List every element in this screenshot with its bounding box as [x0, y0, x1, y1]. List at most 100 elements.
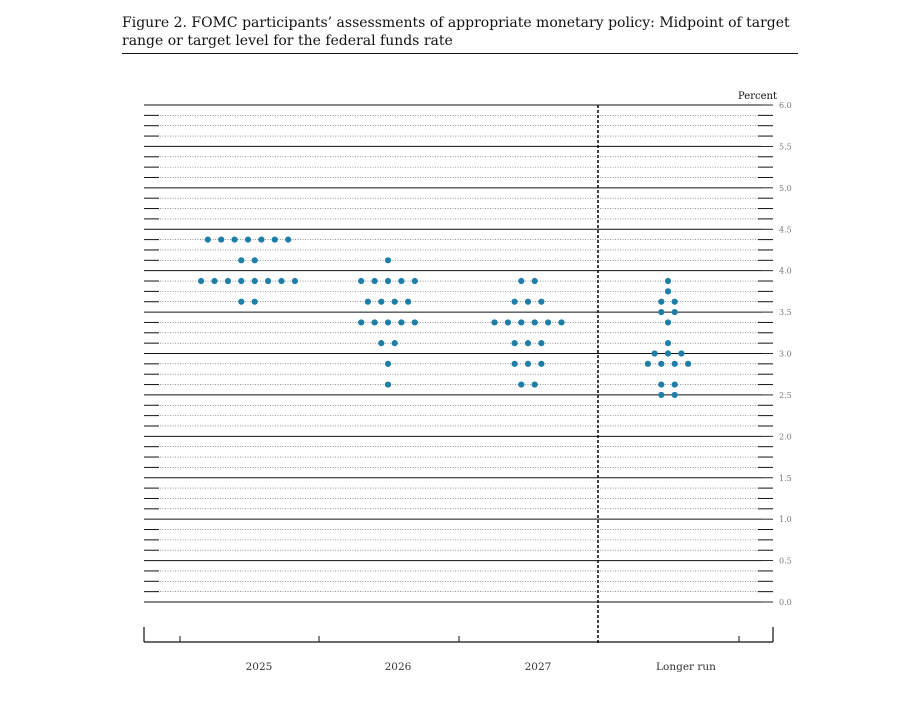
- participant-dot: [251, 298, 258, 305]
- participant-dot: [658, 298, 665, 305]
- participant-dot: [211, 277, 218, 285]
- y-tick-label: 2.5: [779, 391, 792, 400]
- participant-dot: [538, 340, 545, 347]
- participant-dot: [531, 319, 538, 326]
- participant-dot: [664, 319, 672, 326]
- y-tick-label: 0.5: [779, 557, 792, 566]
- participant-dot: [538, 298, 545, 305]
- participant-dot: [291, 277, 298, 285]
- participant-dot: [411, 277, 418, 285]
- y-tick-label: 5.5: [779, 142, 792, 151]
- participant-dot: [364, 298, 371, 305]
- participant-dot: [504, 319, 511, 326]
- participant-dot: [265, 277, 272, 285]
- participant-dot: [531, 381, 538, 388]
- participant-dot: [244, 236, 252, 243]
- participant-dot: [524, 360, 532, 367]
- participant-dot: [398, 319, 405, 326]
- participant-dot: [378, 298, 385, 305]
- participant-dot: [518, 381, 525, 388]
- y-tick-label: 2.0: [779, 432, 792, 441]
- participant-dot: [251, 257, 258, 264]
- participant-dot: [371, 319, 378, 326]
- participant-dot: [658, 391, 665, 399]
- participant-dot: [511, 298, 518, 305]
- participant-dot: [271, 236, 278, 243]
- participant-dot: [384, 277, 392, 285]
- participant-dot: [671, 360, 678, 367]
- participant-dot: [285, 236, 292, 243]
- y-tick-label: 1.5: [779, 474, 792, 483]
- participant-dot: [384, 381, 392, 388]
- y-tick-label: 5.0: [779, 184, 792, 193]
- participant-dot: [518, 277, 525, 285]
- y-tick-label: 3.0: [779, 350, 792, 359]
- participant-dot: [518, 319, 525, 326]
- y-tick-label: 3.5: [779, 308, 792, 317]
- participant-dot: [238, 277, 245, 285]
- x-category-label: 2026: [385, 661, 412, 673]
- dots-layer: [198, 236, 692, 399]
- participant-dot: [671, 298, 678, 305]
- participant-dot: [384, 360, 392, 367]
- y-tick-label: 0.0: [779, 598, 792, 607]
- participant-dot: [511, 340, 518, 347]
- participant-dot: [258, 236, 265, 243]
- participant-dot: [664, 340, 672, 347]
- y-tick-label: 4.0: [779, 267, 792, 276]
- participant-dot: [685, 360, 692, 367]
- participant-dot: [384, 319, 392, 326]
- participant-dot: [651, 350, 658, 357]
- participant-dot: [224, 277, 231, 285]
- participant-dot: [391, 298, 398, 305]
- participant-dot: [278, 277, 285, 285]
- participant-dot: [491, 319, 498, 326]
- participant-dot: [658, 360, 665, 367]
- participant-dot: [398, 277, 405, 285]
- participant-dot: [664, 350, 672, 357]
- participant-dot: [238, 257, 245, 264]
- participant-dot: [218, 236, 225, 243]
- participant-dot: [198, 277, 205, 285]
- participant-dot: [405, 298, 412, 305]
- participant-dot: [671, 308, 678, 316]
- participant-dot: [251, 277, 258, 285]
- participant-dot: [658, 308, 665, 316]
- figure-title: Figure 2. FOMC participants’ assessments…: [122, 15, 790, 49]
- participant-dot: [644, 360, 652, 367]
- participant-dot: [378, 340, 385, 347]
- y-axis-unit-label: Percent: [738, 91, 777, 102]
- participant-dot: [231, 236, 238, 243]
- participant-dot: [658, 381, 665, 388]
- participant-dot: [511, 360, 518, 367]
- axis-layer: 0.0 0.5 1.0 1.5 2.0 2.5 3.0 3.5 4.0 4.5 5.0 5.5 6.0 2…: [143, 101, 792, 673]
- participant-dot: [524, 340, 532, 347]
- participant-dot: [671, 381, 678, 388]
- participant-dot: [545, 319, 552, 326]
- participant-dot: [558, 319, 565, 326]
- participant-dot: [524, 298, 532, 305]
- y-tick-label: 1.0: [779, 515, 792, 524]
- participant-dot: [664, 288, 672, 295]
- participant-dot: [678, 350, 685, 357]
- participant-dot: [671, 391, 678, 399]
- x-category-label: 2027: [525, 661, 552, 673]
- participant-dot: [384, 257, 392, 264]
- participant-dot: [358, 319, 365, 326]
- y-tick-label: 4.5: [779, 225, 792, 234]
- title-rule: [122, 53, 798, 54]
- participant-dot: [238, 298, 245, 305]
- participant-dot: [531, 277, 538, 285]
- participant-dot: [371, 277, 378, 285]
- grid-layer: [144, 104, 773, 603]
- participant-dot: [204, 236, 211, 243]
- x-category-label: 2025: [246, 661, 273, 673]
- participant-dot: [664, 277, 672, 285]
- x-category-label: Longer run: [656, 661, 716, 673]
- participant-dot: [538, 360, 545, 367]
- participant-dot: [358, 277, 365, 285]
- participant-dot: [411, 319, 418, 326]
- y-tick-label: 6.0: [779, 101, 792, 110]
- participant-dot: [391, 340, 398, 347]
